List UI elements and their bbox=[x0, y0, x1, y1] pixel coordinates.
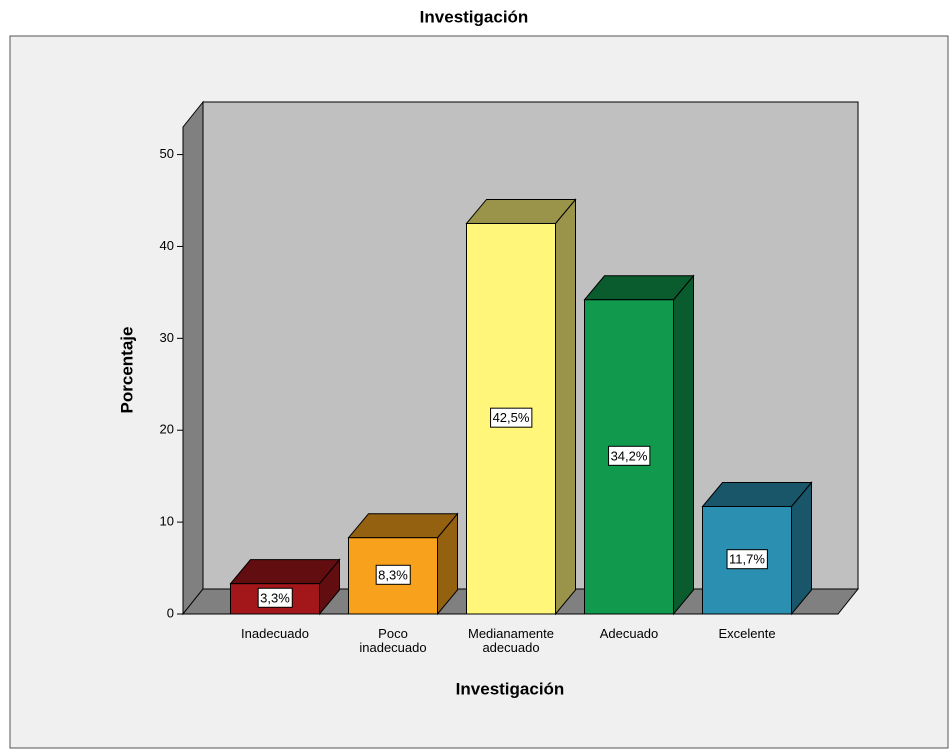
y-tick-label: 20 bbox=[160, 422, 174, 437]
y-tick-label: 40 bbox=[160, 238, 174, 253]
bar-side bbox=[673, 274, 694, 616]
x-tick-label: Medianamente adecuado bbox=[468, 626, 554, 655]
y-tick-label: 30 bbox=[160, 330, 174, 345]
value-label: 42,5% bbox=[493, 410, 530, 425]
value-label-box bbox=[257, 587, 293, 608]
x-tick-label: Adecuado bbox=[599, 626, 659, 641]
chart-title: Investigación bbox=[420, 7, 529, 26]
x-tick-label: Poco inadecuado bbox=[359, 626, 427, 655]
bar-top bbox=[701, 481, 813, 507]
bar-top bbox=[583, 275, 695, 301]
bar-top bbox=[229, 559, 341, 585]
value-label-box bbox=[490, 407, 533, 428]
bar-top bbox=[465, 198, 577, 224]
value-label: 11,7% bbox=[729, 552, 765, 567]
side-wall bbox=[182, 100, 204, 616]
x-axis-label: Investigación bbox=[456, 679, 565, 698]
value-label: 8,3% bbox=[378, 567, 408, 582]
bar-side bbox=[555, 198, 576, 616]
value-label-box bbox=[726, 549, 768, 570]
y-tick-label: 0 bbox=[167, 605, 174, 620]
y-tick-label: 10 bbox=[160, 514, 174, 529]
bar-top bbox=[347, 513, 459, 539]
value-label: 3,3% bbox=[260, 590, 290, 605]
x-tick-label: Excelente bbox=[718, 626, 776, 641]
y-axis-label: Porcentaje bbox=[117, 327, 136, 414]
value-label: 34,2% bbox=[611, 448, 648, 463]
value-label-box bbox=[608, 445, 651, 466]
x-tick-label: Inadecuado bbox=[241, 626, 309, 641]
value-label-box bbox=[375, 564, 411, 585]
y-tick-label: 50 bbox=[160, 146, 174, 161]
